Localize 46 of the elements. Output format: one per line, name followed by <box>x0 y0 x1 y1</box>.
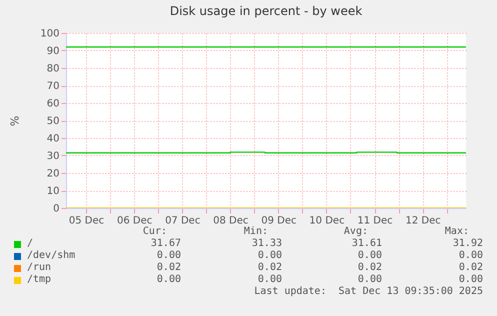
text: Cur: <box>142 226 167 238</box>
text: 31.67 <box>150 238 181 250</box>
text: 0.00 <box>358 250 382 262</box>
y-tick-label: 90 <box>46 46 60 57</box>
text: 0.00 <box>258 274 282 286</box>
text: 0.00 <box>358 274 382 286</box>
y-tick-label: 50 <box>46 116 60 127</box>
text: 0.02 <box>458 262 483 274</box>
text: Avg: <box>344 226 368 238</box>
x-tick-label: 09 Dec <box>261 216 296 226</box>
y-tick-label: 20 <box>46 168 60 180</box>
text: 0.00 <box>458 274 483 286</box>
chart-title: Disk usage in percent - by week <box>170 4 362 18</box>
legend-label: /dev/shm <box>27 250 76 262</box>
text: Last update: Sat Dec 13 09:35:00 2025 <box>254 286 483 298</box>
x-tick-label: 11 Dec <box>357 216 393 226</box>
x-tick-label: 08 Dec <box>213 216 248 226</box>
x-tick-label: 10 Dec <box>309 216 345 226</box>
y-tick-label: 70 <box>46 81 60 92</box>
y-tick-label: 100 <box>40 28 60 40</box>
text: 0.02 <box>258 262 282 274</box>
y-tick-label: 80 <box>46 64 60 74</box>
text: 31.61 <box>352 238 382 250</box>
y-tick-label: 40 <box>46 134 60 144</box>
y-tick-label: 0 <box>53 204 60 214</box>
y-tick-label: 30 <box>46 151 60 162</box>
legend-label: /run <box>27 262 52 274</box>
text: 0.00 <box>156 250 181 262</box>
x-tick-label: 07 Dec <box>165 216 200 226</box>
x-tick-label: 05 Dec <box>68 216 104 226</box>
x-tick-label: 12 Dec <box>405 216 441 226</box>
legend-label: /tmp <box>27 274 52 286</box>
text: 31.92 <box>452 238 483 250</box>
text: 31.33 <box>252 238 282 250</box>
x-tick-label: 06 Dec <box>116 216 152 226</box>
text: 0.02 <box>358 262 382 274</box>
text: 0.00 <box>156 274 181 286</box>
legend-label: / <box>27 238 34 250</box>
y-tick-label: 10 <box>46 186 60 197</box>
text: Max: <box>444 226 469 238</box>
y-tick-label: 60 <box>46 98 60 110</box>
y-axis-title: % <box>8 116 22 126</box>
text: 0.00 <box>258 250 282 262</box>
text: 0.00 <box>458 250 483 262</box>
text: 0.02 <box>156 262 181 274</box>
text: Min: <box>244 226 268 238</box>
